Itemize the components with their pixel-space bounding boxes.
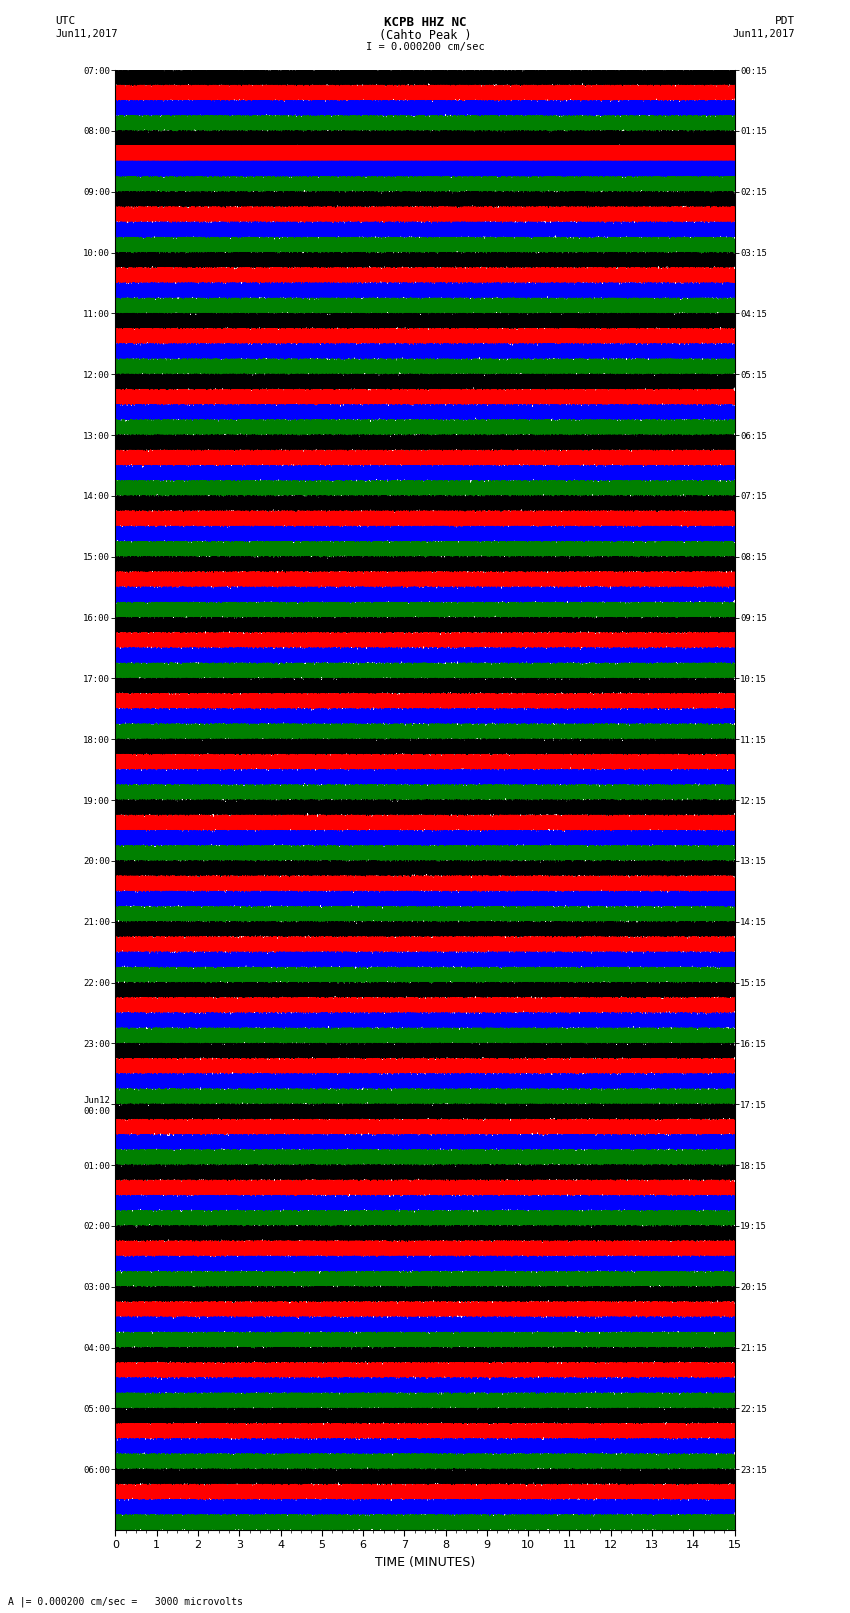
X-axis label: TIME (MINUTES): TIME (MINUTES) bbox=[375, 1557, 475, 1569]
Text: KCPB HHZ NC: KCPB HHZ NC bbox=[383, 16, 467, 29]
Text: A |= 0.000200 cm/sec =   3000 microvolts: A |= 0.000200 cm/sec = 3000 microvolts bbox=[8, 1595, 243, 1607]
Text: PDT: PDT bbox=[774, 16, 795, 26]
Text: I = 0.000200 cm/sec: I = 0.000200 cm/sec bbox=[366, 42, 484, 52]
Text: Jun11,2017: Jun11,2017 bbox=[732, 29, 795, 39]
Text: Jun11,2017: Jun11,2017 bbox=[55, 29, 118, 39]
Text: (Cahto Peak ): (Cahto Peak ) bbox=[379, 29, 471, 42]
Text: UTC: UTC bbox=[55, 16, 76, 26]
